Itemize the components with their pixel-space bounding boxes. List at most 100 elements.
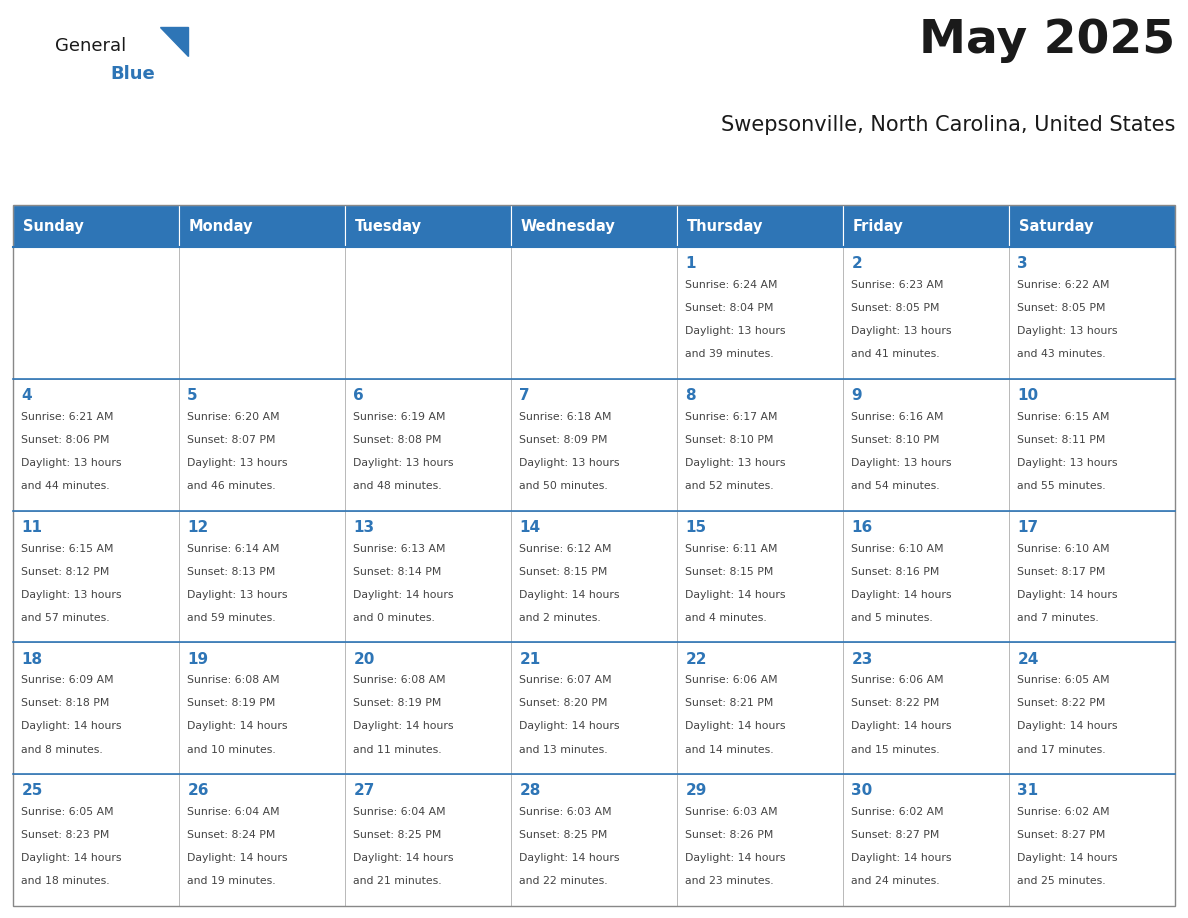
Bar — [677, 247, 843, 379]
Bar — [179, 205, 345, 247]
Text: Sunrise: 6:05 AM: Sunrise: 6:05 AM — [21, 807, 114, 817]
Bar — [13, 247, 179, 379]
Text: Thursday: Thursday — [687, 218, 764, 233]
Text: Sunrise: 6:22 AM: Sunrise: 6:22 AM — [1017, 280, 1110, 290]
Text: Sunset: 8:19 PM: Sunset: 8:19 PM — [353, 699, 442, 709]
Text: Daylight: 14 hours: Daylight: 14 hours — [353, 853, 454, 863]
Bar — [345, 643, 511, 774]
Text: Daylight: 13 hours: Daylight: 13 hours — [188, 458, 287, 468]
Text: Sunrise: 6:07 AM: Sunrise: 6:07 AM — [519, 676, 612, 686]
Text: Sunset: 8:06 PM: Sunset: 8:06 PM — [21, 435, 109, 445]
Bar — [843, 510, 1009, 643]
Text: and 5 minutes.: and 5 minutes. — [852, 612, 933, 622]
Text: and 46 minutes.: and 46 minutes. — [188, 481, 276, 491]
Text: Daylight: 14 hours: Daylight: 14 hours — [685, 853, 785, 863]
Text: 8: 8 — [685, 388, 696, 403]
Text: 13: 13 — [353, 520, 374, 535]
Text: 22: 22 — [685, 652, 707, 666]
Text: Sunrise: 6:18 AM: Sunrise: 6:18 AM — [519, 412, 612, 421]
Text: and 8 minutes.: and 8 minutes. — [21, 744, 103, 755]
Bar — [1009, 379, 1175, 510]
Bar — [13, 205, 179, 247]
Text: Sunrise: 6:15 AM: Sunrise: 6:15 AM — [1017, 412, 1110, 421]
Text: May 2025: May 2025 — [918, 18, 1175, 63]
Text: Sunset: 8:07 PM: Sunset: 8:07 PM — [188, 435, 276, 445]
Text: Sunset: 8:05 PM: Sunset: 8:05 PM — [1017, 303, 1106, 313]
Text: and 41 minutes.: and 41 minutes. — [852, 349, 940, 359]
Text: Sunset: 8:20 PM: Sunset: 8:20 PM — [519, 699, 608, 709]
Bar — [345, 379, 511, 510]
Bar — [1009, 247, 1175, 379]
Text: 15: 15 — [685, 520, 707, 535]
Text: Sunset: 8:25 PM: Sunset: 8:25 PM — [519, 830, 608, 840]
Text: Sunset: 8:27 PM: Sunset: 8:27 PM — [1017, 830, 1106, 840]
Text: Daylight: 14 hours: Daylight: 14 hours — [353, 722, 454, 732]
Text: 6: 6 — [353, 388, 364, 403]
Text: Sunrise: 6:14 AM: Sunrise: 6:14 AM — [188, 543, 280, 554]
Text: Daylight: 14 hours: Daylight: 14 hours — [519, 589, 620, 599]
Bar — [511, 774, 677, 906]
Bar — [13, 643, 179, 774]
Text: Daylight: 13 hours: Daylight: 13 hours — [353, 458, 454, 468]
Text: Sunrise: 6:04 AM: Sunrise: 6:04 AM — [188, 807, 280, 817]
Bar — [1009, 774, 1175, 906]
Text: and 7 minutes.: and 7 minutes. — [1017, 612, 1099, 622]
Text: Sunset: 8:16 PM: Sunset: 8:16 PM — [852, 566, 940, 577]
Text: Sunrise: 6:06 AM: Sunrise: 6:06 AM — [852, 676, 944, 686]
Text: and 4 minutes.: and 4 minutes. — [685, 612, 767, 622]
Text: 11: 11 — [21, 520, 43, 535]
Text: and 59 minutes.: and 59 minutes. — [188, 612, 276, 622]
Text: Sunrise: 6:23 AM: Sunrise: 6:23 AM — [852, 280, 943, 290]
Text: Sunrise: 6:10 AM: Sunrise: 6:10 AM — [1017, 543, 1110, 554]
Text: 1: 1 — [685, 256, 696, 271]
Text: Daylight: 14 hours: Daylight: 14 hours — [519, 722, 620, 732]
Text: Daylight: 14 hours: Daylight: 14 hours — [852, 589, 952, 599]
Text: Friday: Friday — [853, 218, 904, 233]
Bar — [1009, 510, 1175, 643]
Text: Sunrise: 6:24 AM: Sunrise: 6:24 AM — [685, 280, 778, 290]
Text: Daylight: 14 hours: Daylight: 14 hours — [852, 722, 952, 732]
Text: Sunset: 8:25 PM: Sunset: 8:25 PM — [353, 830, 442, 840]
Bar — [511, 510, 677, 643]
Text: Sunrise: 6:08 AM: Sunrise: 6:08 AM — [188, 676, 280, 686]
Bar — [13, 379, 179, 510]
Bar — [843, 205, 1009, 247]
Text: Sunset: 8:11 PM: Sunset: 8:11 PM — [1017, 435, 1106, 445]
Text: Sunrise: 6:15 AM: Sunrise: 6:15 AM — [21, 543, 114, 554]
Text: and 24 minutes.: and 24 minutes. — [852, 877, 940, 887]
Text: 30: 30 — [852, 783, 872, 799]
Text: 7: 7 — [519, 388, 530, 403]
Text: Sunset: 8:17 PM: Sunset: 8:17 PM — [1017, 566, 1106, 577]
Text: Daylight: 14 hours: Daylight: 14 hours — [685, 589, 785, 599]
Text: General: General — [55, 37, 126, 55]
Bar — [511, 247, 677, 379]
Bar — [843, 379, 1009, 510]
Bar — [677, 379, 843, 510]
Text: 3: 3 — [1017, 256, 1028, 271]
Text: Sunrise: 6:19 AM: Sunrise: 6:19 AM — [353, 412, 446, 421]
Text: Daylight: 14 hours: Daylight: 14 hours — [1017, 722, 1118, 732]
Text: Daylight: 14 hours: Daylight: 14 hours — [353, 589, 454, 599]
Text: Sunset: 8:04 PM: Sunset: 8:04 PM — [685, 303, 773, 313]
Text: Sunrise: 6:17 AM: Sunrise: 6:17 AM — [685, 412, 778, 421]
Text: and 11 minutes.: and 11 minutes. — [353, 744, 442, 755]
Text: Daylight: 13 hours: Daylight: 13 hours — [852, 326, 952, 336]
Text: 29: 29 — [685, 783, 707, 799]
Text: Daylight: 14 hours: Daylight: 14 hours — [685, 722, 785, 732]
Text: 28: 28 — [519, 783, 541, 799]
Text: and 50 minutes.: and 50 minutes. — [519, 481, 608, 491]
Text: Sunrise: 6:21 AM: Sunrise: 6:21 AM — [21, 412, 114, 421]
Text: 31: 31 — [1017, 783, 1038, 799]
Text: and 19 minutes.: and 19 minutes. — [188, 877, 276, 887]
Text: 17: 17 — [1017, 520, 1038, 535]
Text: and 2 minutes.: and 2 minutes. — [519, 612, 601, 622]
Text: and 10 minutes.: and 10 minutes. — [188, 744, 276, 755]
Text: Sunset: 8:22 PM: Sunset: 8:22 PM — [852, 699, 940, 709]
Text: Daylight: 14 hours: Daylight: 14 hours — [1017, 853, 1118, 863]
Text: and 48 minutes.: and 48 minutes. — [353, 481, 442, 491]
Text: and 43 minutes.: and 43 minutes. — [1017, 349, 1106, 359]
Text: Daylight: 14 hours: Daylight: 14 hours — [852, 853, 952, 863]
Text: 27: 27 — [353, 783, 374, 799]
Text: Saturday: Saturday — [1019, 218, 1093, 233]
Text: Sunrise: 6:02 AM: Sunrise: 6:02 AM — [1017, 807, 1110, 817]
